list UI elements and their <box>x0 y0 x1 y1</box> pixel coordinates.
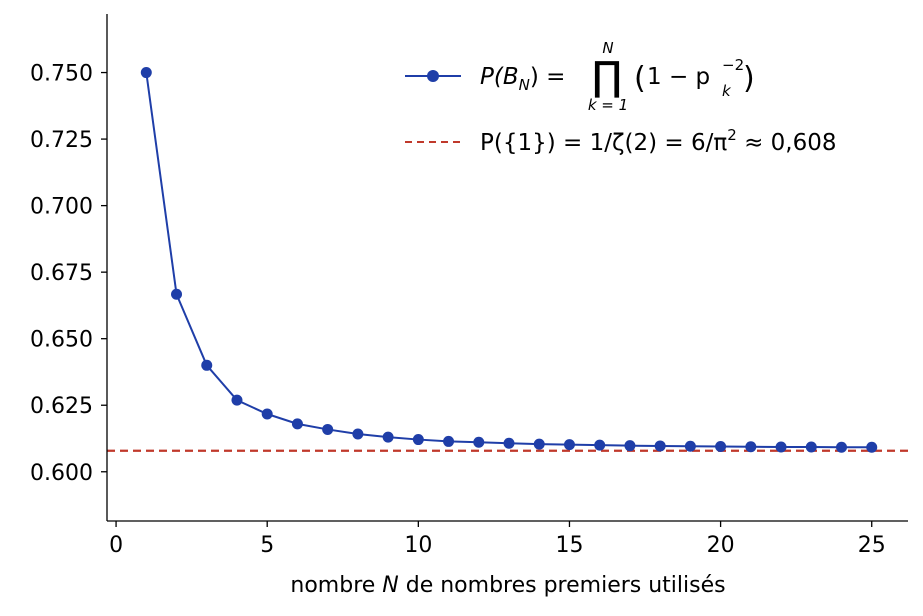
series-point <box>594 439 606 451</box>
legend-item-limit: P({1}) = 1/ζ(2) = 6/π2 ≈ 0,608 <box>405 126 837 156</box>
legend-series-product-upper: N <box>602 39 613 57</box>
legend-item-series: P(BN) = ∏ N k = 1 ( 1 − p −2 k ) <box>405 39 755 114</box>
series-line <box>145 72 872 449</box>
series-point <box>533 438 545 450</box>
series-point <box>624 440 636 452</box>
y-tick-label: 0.750 <box>30 62 93 87</box>
series-point <box>322 423 334 435</box>
series-point <box>503 437 515 449</box>
x-ticks: 0 5 10 15 20 25 <box>109 521 886 558</box>
series-point <box>745 441 757 453</box>
y-tick-label: 0.725 <box>30 128 93 153</box>
legend-series-paren-close: ) <box>743 61 755 96</box>
legend-limit-label: P({1}) = 1/ζ(2) = 6/π2 ≈ 0,608 <box>480 126 837 156</box>
y-ticks: 0.600 0.625 0.650 0.675 0.700 0.725 0.750 <box>30 62 107 486</box>
legend-series-marker <box>427 70 439 82</box>
series-point <box>291 418 303 430</box>
legend-series-paren-open: ( <box>634 61 646 96</box>
series-point <box>473 436 485 448</box>
x-tick-label: 25 <box>858 533 886 558</box>
series-point <box>654 440 666 452</box>
y-tick-label: 0.675 <box>30 261 93 286</box>
axes: 0 5 10 15 20 25 0.600 0.625 0.650 0.675 0.700 0.72… <box>30 14 908 558</box>
legend-series-lhs: P(BN) = <box>480 64 565 94</box>
legend-series-superscript: −2 <box>722 56 744 74</box>
legend-series-body: 1 − p <box>647 64 710 90</box>
series-point <box>412 434 424 446</box>
series-point <box>805 441 817 453</box>
series-point <box>684 440 696 452</box>
series-point <box>563 439 575 451</box>
y-tick-label: 0.650 <box>30 328 93 353</box>
legend-series-subscript: k <box>722 82 732 100</box>
x-tick-label: 20 <box>707 533 735 558</box>
series-point <box>443 435 455 447</box>
y-tick-label: 0.700 <box>30 195 93 220</box>
series-point <box>775 441 787 453</box>
x-tick-label: 10 <box>404 533 432 558</box>
x-axis-label: nombre N de nombres premiers utilisés <box>290 573 725 598</box>
series-point <box>261 408 273 420</box>
series-point <box>866 441 878 453</box>
series-point <box>836 441 848 453</box>
y-tick-label: 0.600 <box>30 461 93 486</box>
series-point <box>140 67 152 79</box>
series-point <box>201 359 213 371</box>
legend-series-product: ∏ <box>592 54 622 100</box>
legend: P(BN) = ∏ N k = 1 ( 1 − p −2 k ) P({1}) … <box>405 39 837 156</box>
series-point <box>231 394 243 406</box>
x-tick-label: 5 <box>260 533 274 558</box>
x-tick-label: 0 <box>109 533 123 558</box>
x-tick-label: 15 <box>555 533 583 558</box>
y-tick-label: 0.625 <box>30 394 93 419</box>
legend-series-product-lower: k = 1 <box>588 96 628 114</box>
series-point <box>715 440 727 452</box>
series-point <box>171 288 183 300</box>
series-point <box>382 431 394 443</box>
series-point <box>352 428 364 440</box>
plot-area <box>107 67 908 453</box>
